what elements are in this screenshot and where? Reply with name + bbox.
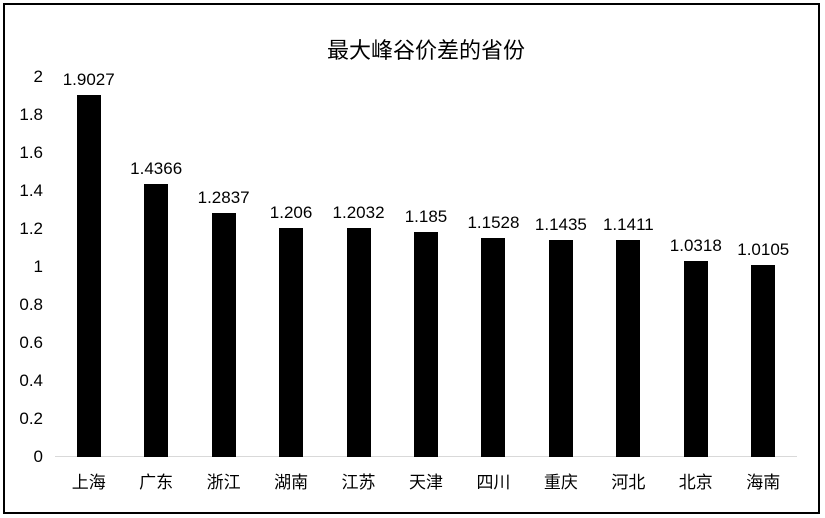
bar-slot: 1.206 — [257, 77, 324, 457]
bar — [481, 238, 506, 457]
y-axis-tick-label: 2 — [33, 67, 43, 86]
x-axis-label: 上海 — [71, 473, 106, 492]
x-axis-label: 广东 — [139, 473, 174, 492]
bar-value-label: 1.1528 — [467, 213, 520, 232]
x-axis-label: 江苏 — [341, 473, 376, 492]
y-axis-tick-label: 1.8 — [19, 105, 43, 124]
bar — [548, 240, 573, 457]
bar-value-label: 1.4366 — [130, 159, 183, 178]
bar — [76, 95, 101, 457]
y-axis-tick-label: 0.4 — [19, 371, 43, 390]
bar — [616, 240, 641, 457]
bar — [144, 184, 169, 457]
bar-slot: 1.1411 — [595, 77, 662, 457]
x-axis: 上海 广东 浙江 湖南 江苏 天津 四川 重庆 河北 北京 海南 — [55, 470, 797, 496]
x-axis-label: 四川 — [476, 473, 511, 492]
bar-slot: 1.2032 — [325, 77, 392, 457]
bar — [211, 213, 236, 457]
bar-value-label: 1.9027 — [62, 70, 115, 89]
y-axis-tick-label: 1.4 — [19, 181, 43, 200]
bar-slot: 1.9027 — [55, 70, 122, 457]
x-axis-label: 天津 — [408, 473, 443, 492]
x-axis-label: 河北 — [611, 473, 646, 492]
bar — [751, 265, 776, 457]
x-axis-label: 湖南 — [274, 473, 309, 492]
bar-slot: 1.2837 — [190, 77, 257, 457]
bar-value-label: 1.206 — [269, 203, 313, 222]
y-axis-tick-label: 1.6 — [19, 143, 43, 162]
y-axis: 0 0.2 0.4 0.6 0.8 1 1.2 1.4 1.6 1.8 2 — [0, 0, 45, 518]
bar-slot: 1.0105 — [730, 77, 797, 457]
y-axis-tick-label: 1.2 — [19, 219, 43, 238]
chart-title: 最大峰谷价差的省份 — [326, 38, 525, 63]
x-axis-label: 浙江 — [206, 473, 241, 492]
y-axis-tick-label: 0.2 — [19, 409, 43, 428]
bar-slot: 1.4366 — [122, 77, 189, 457]
x-axis-label: 重庆 — [543, 473, 578, 492]
bar-value-label: 1.2837 — [197, 188, 250, 207]
y-axis-tick-label: 0.8 — [19, 295, 43, 314]
y-axis-tick-label: 0 — [33, 447, 43, 466]
bar-value-label: 1.1411 — [602, 215, 654, 234]
bar-value-label: 1.0105 — [737, 240, 790, 259]
bar — [683, 261, 708, 457]
y-axis-tick-label: 0.6 — [19, 333, 43, 352]
x-axis-label: 海南 — [746, 473, 781, 492]
x-axis-label: 北京 — [678, 473, 713, 492]
bar-slot: 1.1528 — [460, 77, 527, 457]
plot-area: 1.9027 1.4366 1.2837 1.206 1.2032 1.185 1.1528… — [55, 70, 797, 457]
bar — [413, 232, 438, 457]
bar-slot: 1.0318 — [662, 77, 729, 457]
bar-value-label: 1.1435 — [534, 215, 587, 234]
bar — [279, 228, 304, 457]
y-axis-tick-label: 1 — [33, 257, 43, 276]
bar-value-label: 1.0318 — [669, 236, 722, 255]
bar-value-label: 1.2032 — [332, 203, 385, 222]
bar-slot: 1.1435 — [527, 77, 594, 457]
bar-slot: 1.185 — [392, 77, 459, 457]
bar-value-label: 1.185 — [404, 207, 448, 226]
bar — [346, 228, 371, 457]
